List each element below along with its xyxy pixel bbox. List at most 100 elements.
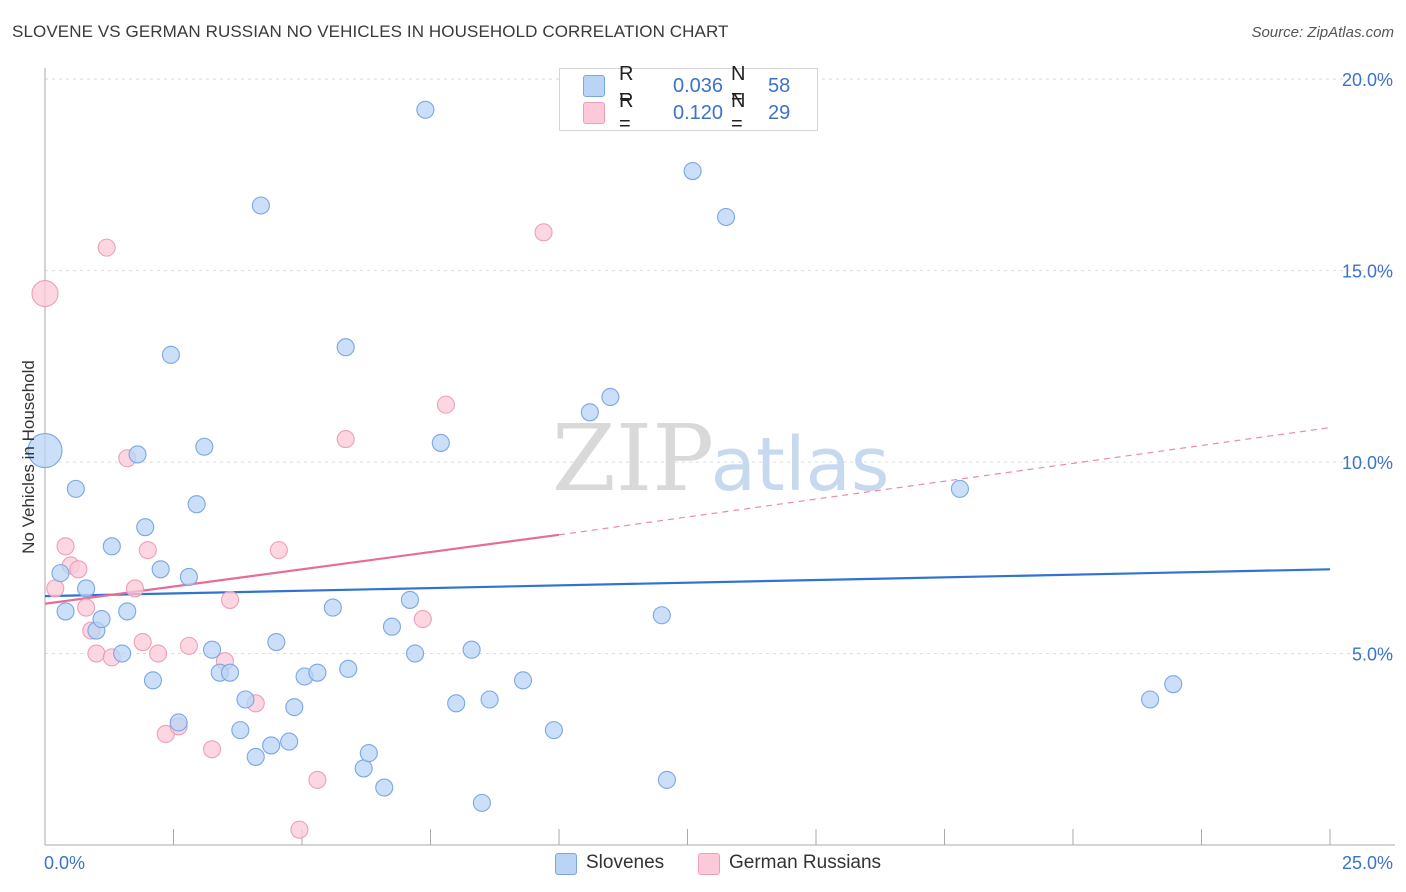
y-tick-label: 15.0% [1342,262,1393,282]
source-credit: Source: ZipAtlas.com [1251,24,1394,41]
y-tick-label: 20.0% [1342,70,1393,90]
point-slovenes [118,602,137,621]
point-slovenes [716,207,736,227]
point-slovenes [406,644,425,663]
point-slovenes [27,433,63,469]
y-tick-label: 5.0% [1352,645,1393,665]
point-german-russians [69,560,88,579]
point-slovenes [128,445,147,464]
point-slovenes [359,744,378,763]
point-slovenes [77,579,96,598]
y-axis-label: No Vehicles in Household [19,360,38,554]
point-slovenes [544,721,563,740]
watermark-atlas: atlas [711,422,890,508]
point-slovenes [431,433,450,452]
point-slovenes [652,606,671,625]
point-slovenes [179,567,198,587]
point-slovenes [246,747,265,766]
point-slovenes [220,663,240,682]
point-slovenes [161,345,180,364]
legend-n-label: N = [731,63,746,108]
point-german-russians [436,395,455,414]
legend-swatch-slovenes [555,853,577,875]
legend-r-label: R = [619,90,634,135]
legend-r-label: R = [619,63,634,108]
point-slovenes [195,437,214,456]
watermark-zip: ZIP [552,405,714,512]
point-slovenes [336,338,355,357]
point-slovenes [169,713,188,732]
gridlines [45,78,1395,655]
legend-r-value: 0.036 [672,74,724,97]
point-german-russians [149,644,168,663]
point-slovenes [354,759,373,778]
point-german-russians [77,598,96,617]
point-slovenes [601,387,620,407]
point-slovenes [203,640,222,659]
x-tick-label: 0.0% [44,853,85,873]
point-german-russians [336,430,355,449]
point-german-russians [269,541,288,560]
point-slovenes [92,610,111,629]
point-slovenes [447,694,466,713]
point-slovenes [136,518,155,537]
point-slovenes [308,663,327,682]
legend-label-slovenes: Slovenes [586,852,665,873]
trend-line-german-russians [44,533,560,605]
point-slovenes [375,778,394,797]
tick-labels: 5.0% 10.0% 15.0% 20.0% 0.0% 25.0% [44,70,1393,873]
point-slovenes [400,590,419,609]
trend-line-german-russians-projection [558,427,1331,536]
point-slovenes [1164,675,1183,694]
chart-title: SLOVENE VS GERMAN RUSSIAN NO VEHICLES IN… [12,22,729,41]
point-slovenes [56,602,75,621]
point-slovenes [1141,690,1160,709]
point-german-russians [179,636,198,655]
legend-swatch-german-russians [698,853,720,875]
point-slovenes [323,598,342,617]
point-slovenes [66,479,85,498]
trend-line-slovenes [44,568,1331,598]
point-german-russians [133,632,152,652]
point-slovenes [236,690,255,709]
point-slovenes [285,698,304,717]
legend-n-value: 58 [768,74,791,97]
legend-swatch-slovenes [583,75,605,97]
point-slovenes [113,644,132,663]
point-german-russians [31,280,59,308]
point-slovenes [231,721,250,740]
point-slovenes [143,671,162,690]
point-slovenes [382,617,402,636]
point-slovenes [151,560,170,579]
data-points [27,100,1183,839]
legend-label-german-russians: German Russians [729,852,882,873]
point-slovenes [416,100,435,119]
point-slovenes [950,479,969,498]
point-german-russians [290,820,309,839]
point-slovenes [280,732,299,751]
point-german-russians [97,238,116,257]
point-slovenes [513,671,533,690]
correlation-legend: R = 0.036 N = 58 R = 0.120 N = 29 [559,63,818,135]
point-german-russians [413,610,432,629]
legend-n-label: N = [731,90,746,135]
point-german-russians [220,590,240,609]
point-slovenes [102,537,121,556]
point-german-russians [138,541,157,560]
point-german-russians [203,740,222,759]
point-german-russians [534,223,553,242]
point-slovenes [251,196,270,215]
point-german-russians [46,579,65,598]
legend-n-value: 29 [768,101,791,124]
point-slovenes [51,564,70,583]
point-slovenes [480,690,499,709]
point-slovenes [262,736,281,755]
point-slovenes [472,793,491,812]
point-slovenes [187,495,206,514]
point-slovenes [462,640,481,659]
x-tick-label: 25.0% [1342,853,1393,873]
point-slovenes [683,161,702,181]
legend-swatch-german-russians [583,102,605,124]
point-slovenes [657,770,676,789]
